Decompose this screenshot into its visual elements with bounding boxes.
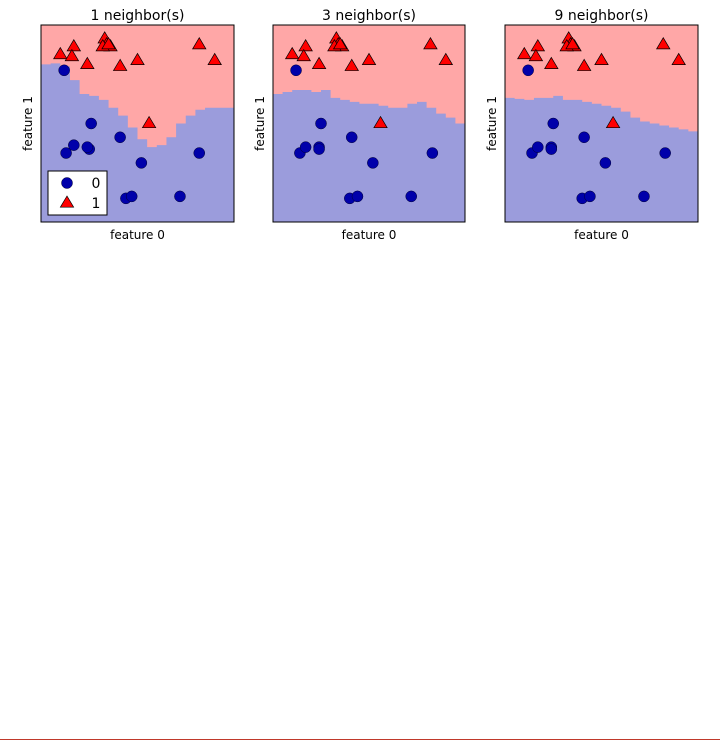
data-point-class-0	[193, 147, 206, 159]
data-point-class-0	[405, 190, 417, 203]
data-point-class-1	[141, 115, 157, 129]
plot-area	[505, 25, 698, 222]
data-point-class-0	[174, 190, 186, 203]
data-point-class-1	[207, 52, 222, 66]
chart-title: 1 neighbor(s)	[91, 8, 185, 24]
data-point-class-1	[311, 56, 327, 69]
data-point-class-1	[64, 48, 80, 62]
data-point-class-1	[373, 115, 388, 129]
data-point-class-0	[522, 64, 534, 77]
data-point-class-1	[576, 58, 592, 71]
data-point-class-0	[114, 131, 126, 144]
data-point-class-1	[53, 46, 68, 60]
data-point-class-0	[367, 157, 379, 169]
legend-box	[47, 170, 108, 216]
x-axis-label: feature 0	[574, 228, 629, 242]
x-axis-label: feature 0	[342, 228, 397, 242]
legend: 01	[47, 170, 108, 216]
data-point-class-0	[135, 157, 148, 169]
data-point-class-1	[130, 52, 145, 66]
legend-marker-class-1	[59, 195, 75, 208]
data-point-class-1	[101, 37, 116, 50]
data-point-class-0	[290, 64, 302, 77]
data-point-class-0	[81, 141, 94, 153]
data-point-class-1	[438, 52, 454, 66]
data-point-class-1	[66, 38, 82, 52]
data-point-class-0	[60, 147, 72, 159]
legend-marker-class-0	[61, 177, 73, 189]
data-point-class-1	[112, 58, 128, 71]
chart-panel-2: 3 neighbor(s) feature 0 feature 1	[253, 8, 466, 242]
y-axis-label: feature 1	[253, 96, 267, 151]
data-point-class-1	[605, 115, 621, 129]
data-point-class-1	[284, 46, 300, 60]
data-point-class-0	[351, 190, 364, 203]
chart-title: 9 neighbor(s)	[555, 8, 649, 24]
data-point-class-0	[638, 190, 650, 203]
data-point-class-0	[547, 117, 559, 130]
data-point-class-0	[532, 141, 544, 153]
data-point-class-0	[545, 143, 558, 155]
chart-title: 3 neighbor(s)	[322, 8, 416, 24]
data-point-class-0	[299, 141, 312, 153]
data-point-class-1	[530, 38, 546, 52]
legend-label-0: 0	[92, 176, 101, 192]
data-point-class-0	[85, 117, 97, 130]
data-point-class-0	[68, 139, 80, 151]
data-point-class-0	[599, 157, 612, 169]
data-point-class-0	[315, 117, 327, 130]
data-point-class-0	[125, 190, 138, 203]
x-axis-label: feature 0	[110, 228, 165, 242]
data-point-class-0	[313, 143, 325, 155]
data-point-class-1	[191, 37, 207, 50]
data-point-class-1	[517, 46, 532, 60]
data-point-class-1	[344, 58, 359, 71]
data-point-class-1	[594, 52, 609, 66]
data-point-class-1	[298, 38, 313, 52]
plot-area	[273, 25, 465, 222]
chart-panel-3: 9 neighbor(s) feature 0 feature 1	[485, 8, 699, 242]
data-point-class-1	[80, 56, 95, 69]
data-point-class-0	[426, 147, 439, 159]
data-point-class-1	[528, 48, 544, 62]
data-point-class-0	[659, 147, 671, 159]
y-axis-label: feature 1	[485, 96, 499, 151]
data-point-class-0	[345, 131, 358, 144]
data-point-class-1	[565, 37, 580, 50]
data-point-class-0	[584, 190, 596, 203]
data-point-class-0	[578, 131, 590, 144]
axes-frame	[40, 24, 235, 223]
y-axis-label: feature 1	[21, 96, 35, 151]
data-point-class-1	[296, 48, 311, 62]
axes-frame	[504, 24, 699, 223]
data-point-class-1	[655, 37, 671, 50]
data-point-class-0	[58, 64, 70, 77]
data-point-class-1	[544, 56, 559, 69]
axes-frame	[272, 24, 466, 223]
page-bottom-rule	[0, 739, 720, 740]
data-point-class-1	[332, 37, 348, 50]
data-point-class-1	[671, 52, 686, 66]
legend-label-1: 1	[92, 196, 101, 212]
data-point-class-1	[423, 37, 438, 50]
data-point-class-1	[361, 52, 377, 66]
